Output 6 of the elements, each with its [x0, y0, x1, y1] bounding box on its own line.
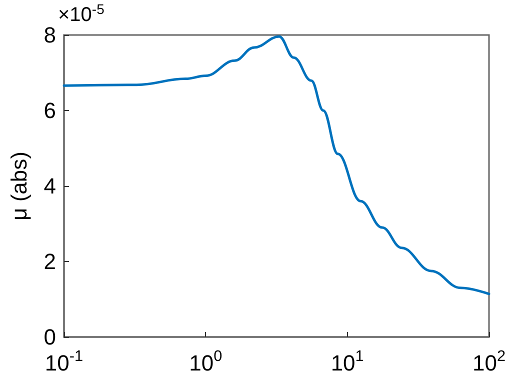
- y-tick-label: 2: [44, 249, 56, 274]
- y-tick-label: 6: [44, 98, 56, 123]
- y-tick-label: 4: [44, 174, 56, 198]
- y-tick-label: 8: [44, 22, 56, 48]
- y-axis-title: μ (abs): [6, 152, 32, 220]
- y-tick-label: 0: [44, 324, 56, 350]
